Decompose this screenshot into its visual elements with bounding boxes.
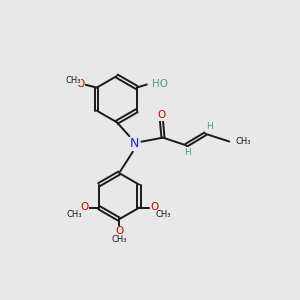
Text: CH₃: CH₃	[67, 210, 82, 219]
Text: O: O	[115, 226, 123, 236]
Text: HO: HO	[152, 79, 168, 89]
Text: N: N	[130, 137, 139, 150]
Text: H: H	[206, 122, 213, 130]
Text: O: O	[150, 202, 159, 212]
Text: O: O	[157, 110, 166, 120]
Text: CH₃: CH₃	[156, 210, 172, 219]
Text: O: O	[80, 202, 88, 212]
Text: H: H	[184, 148, 191, 157]
Text: CH₃: CH₃	[111, 235, 127, 244]
Text: CH₃: CH₃	[65, 76, 81, 85]
Text: CH₃: CH₃	[236, 136, 251, 146]
Text: O: O	[76, 79, 85, 89]
